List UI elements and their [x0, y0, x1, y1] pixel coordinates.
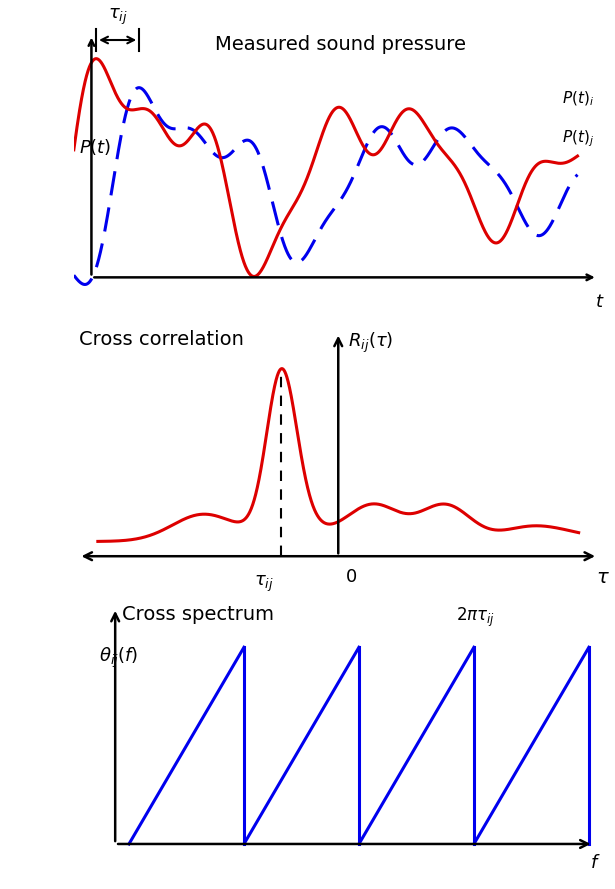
Text: $\theta_{ij}(f)$: $\theta_{ij}(f)$ [99, 645, 138, 670]
Text: $P(t)_j$: $P(t)_j$ [562, 128, 595, 149]
Text: $2\pi\tau_{ij}$: $2\pi\tau_{ij}$ [456, 605, 494, 629]
Text: $t$: $t$ [595, 293, 605, 311]
Text: Cross correlation: Cross correlation [79, 331, 244, 349]
Text: $\tau_{ij}$: $\tau_{ij}$ [108, 6, 127, 27]
Text: $P(t)$: $P(t)$ [79, 137, 111, 156]
Text: $R_{ij}(\tau)$: $R_{ij}(\tau)$ [348, 331, 393, 355]
Text: Measured sound pressure: Measured sound pressure [215, 35, 466, 53]
Text: $\tau_{ij}$: $\tau_{ij}$ [253, 573, 273, 594]
Text: Cross spectrum: Cross spectrum [122, 605, 274, 624]
Text: $f$: $f$ [590, 854, 601, 872]
Text: $0$: $0$ [346, 568, 357, 587]
Text: $P(t)_i$: $P(t)_i$ [562, 90, 595, 108]
Text: $\tau$: $\tau$ [596, 568, 609, 588]
